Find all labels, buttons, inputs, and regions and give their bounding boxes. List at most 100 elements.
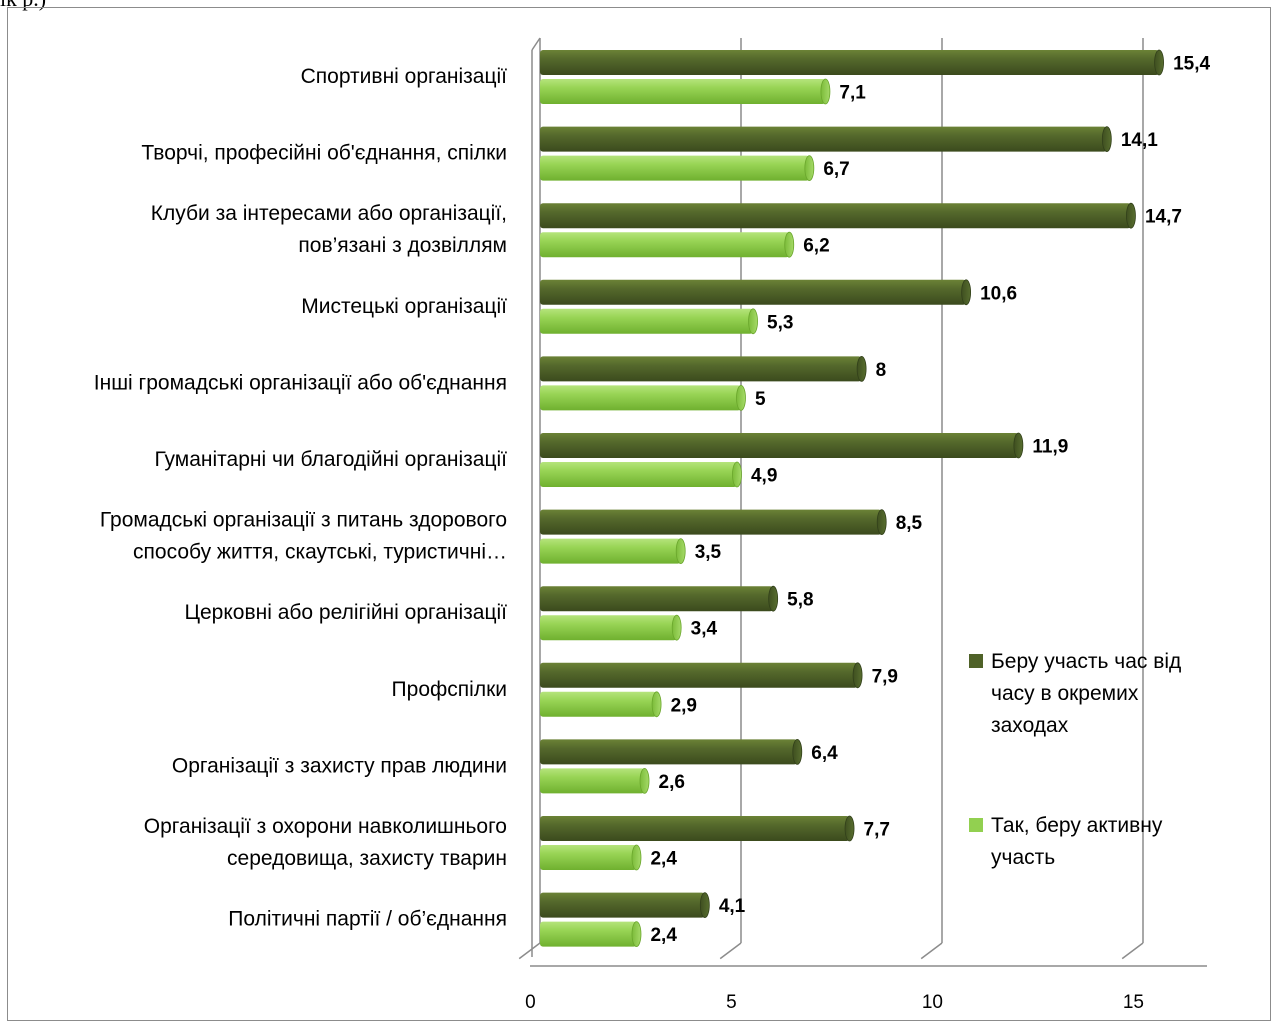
category-label: середовища, захисту тварин	[227, 847, 507, 870]
header-fragment: ік р.)	[0, 0, 46, 12]
value-label-active: 5,3	[767, 312, 793, 333]
category-label: Організації з охорони навколишнього	[144, 815, 507, 838]
value-label-active: 6,7	[823, 159, 849, 180]
legend-swatch-active	[969, 818, 983, 832]
bar-active-cap	[748, 308, 758, 335]
labels-layer: 15,4 7,1 Спортивні організації 14,1 6,7 Творч…	[94, 54, 1211, 947]
bar-occasional	[540, 50, 1160, 75]
bar-active-cap	[639, 768, 650, 794]
x-tick-label: 10	[922, 992, 943, 1013]
bar-occasional-cap	[792, 739, 803, 765]
bar-occasional-cap	[961, 279, 972, 306]
bar-active-cap	[784, 231, 795, 258]
value-label-occasional: 6,4	[811, 743, 838, 764]
value-label-active: 2,9	[671, 695, 697, 716]
bar-occasional-cap	[852, 662, 863, 689]
bar-active	[540, 232, 790, 258]
grid-layer: 0 5 10 15	[518, 37, 1207, 1013]
bar-occasional	[540, 739, 798, 765]
bar-active	[540, 538, 681, 564]
bar-active-cap	[675, 538, 686, 564]
x-tick-label: 0	[525, 992, 536, 1013]
bar-occasional-cap	[1013, 432, 1024, 459]
value-label-occasional: 11,9	[1032, 437, 1068, 458]
bar-occasional-cap	[844, 815, 855, 842]
category-label: Творчі, професійні об'єднання, спілки	[141, 142, 507, 165]
value-label-active: 3,5	[695, 542, 722, 563]
x-tick-label: 15	[1123, 992, 1144, 1013]
value-label-occasional: 10,6	[980, 283, 1017, 304]
bar-active-cap	[631, 921, 642, 947]
bar-occasional-cap	[1126, 202, 1136, 229]
category-label: пов’язані з дозвіллям	[298, 234, 507, 257]
value-label-active: 2,4	[650, 849, 677, 870]
value-label-active: 5	[755, 389, 766, 410]
bar-active	[540, 308, 754, 334]
bar-occasional	[540, 126, 1107, 152]
legend-label-active: Так, беру активну	[991, 814, 1163, 837]
value-label-occasional: 15,4	[1173, 54, 1210, 75]
gridline-floor-15	[1121, 942, 1144, 960]
bars-layer	[540, 49, 1164, 947]
legend-label-occasional: часу в окремих	[991, 682, 1139, 705]
bar-active-cap	[736, 384, 746, 411]
axis-wall-corner	[531, 37, 541, 51]
bar-active-cap	[732, 461, 742, 488]
bar-active	[540, 921, 637, 947]
bar-occasional-cap	[876, 509, 887, 535]
bar-occasional	[540, 509, 882, 535]
bar-active-cap	[804, 155, 815, 182]
category-label: Організації з захисту прав людини	[172, 754, 507, 777]
legend-label-active: участь	[991, 846, 1055, 869]
category-label: Інші громадські організації або об'єднан…	[94, 371, 507, 394]
category-label: Мистецькі організації	[301, 295, 507, 318]
gridline-floor-5	[719, 942, 742, 960]
category-label: способу життя, скаутські, туристичні…	[133, 541, 507, 564]
bar-occasional	[540, 203, 1131, 229]
bar-active	[540, 845, 637, 870]
bar-occasional-cap	[856, 355, 867, 382]
bar-occasional-cap	[768, 585, 779, 612]
bar-active	[540, 385, 741, 411]
bar-active-cap	[631, 844, 642, 871]
category-label: Клуби за інтересами або організації,	[151, 202, 507, 225]
value-label-active: 6,2	[803, 236, 829, 257]
bar-occasional	[540, 892, 705, 918]
bar-occasional	[540, 433, 1019, 458]
bar-active	[540, 155, 810, 181]
value-label-occasional: 8	[876, 360, 887, 381]
bar-active	[540, 79, 826, 104]
bar-active	[540, 768, 645, 794]
bar-active	[540, 615, 677, 641]
bar-occasional	[540, 662, 858, 688]
category-label: Політичні партії / об’єднання	[228, 908, 507, 931]
value-label-occasional: 14,1	[1121, 130, 1158, 151]
value-label-active: 2,6	[659, 772, 685, 793]
bar-active-cap	[671, 614, 682, 641]
bar-active	[540, 691, 657, 717]
value-label-active: 7,1	[839, 83, 866, 104]
bar-occasional-cap	[1154, 49, 1164, 76]
value-label-occasional: 14,7	[1145, 207, 1182, 228]
bar-occasional	[540, 279, 967, 305]
legend-label-occasional: Беру участь час від	[991, 650, 1181, 673]
value-label-occasional: 7,9	[872, 666, 898, 687]
category-label: Профспілки	[392, 678, 507, 701]
bar-occasional-cap	[699, 892, 710, 918]
value-label-occasional: 7,7	[864, 820, 890, 841]
category-label: Спортивні організації	[301, 65, 508, 88]
category-label: Громадські організації з питань здоровог…	[100, 509, 507, 532]
bar-occasional-cap	[1101, 126, 1112, 153]
category-label: Гуманітарні чи благодійні організації	[155, 448, 508, 471]
chart-frame	[7, 7, 1271, 1021]
bar-occasional	[540, 816, 850, 841]
bar-active	[540, 462, 737, 487]
bar-occasional	[540, 586, 774, 612]
value-label-active: 2,4	[650, 925, 677, 946]
value-label-occasional: 5,8	[787, 590, 813, 611]
x-tick-label: 5	[726, 992, 737, 1013]
value-label-active: 4,9	[751, 466, 777, 487]
value-label-occasional: 8,5	[896, 513, 923, 534]
legend-swatch-occasional	[969, 654, 983, 668]
